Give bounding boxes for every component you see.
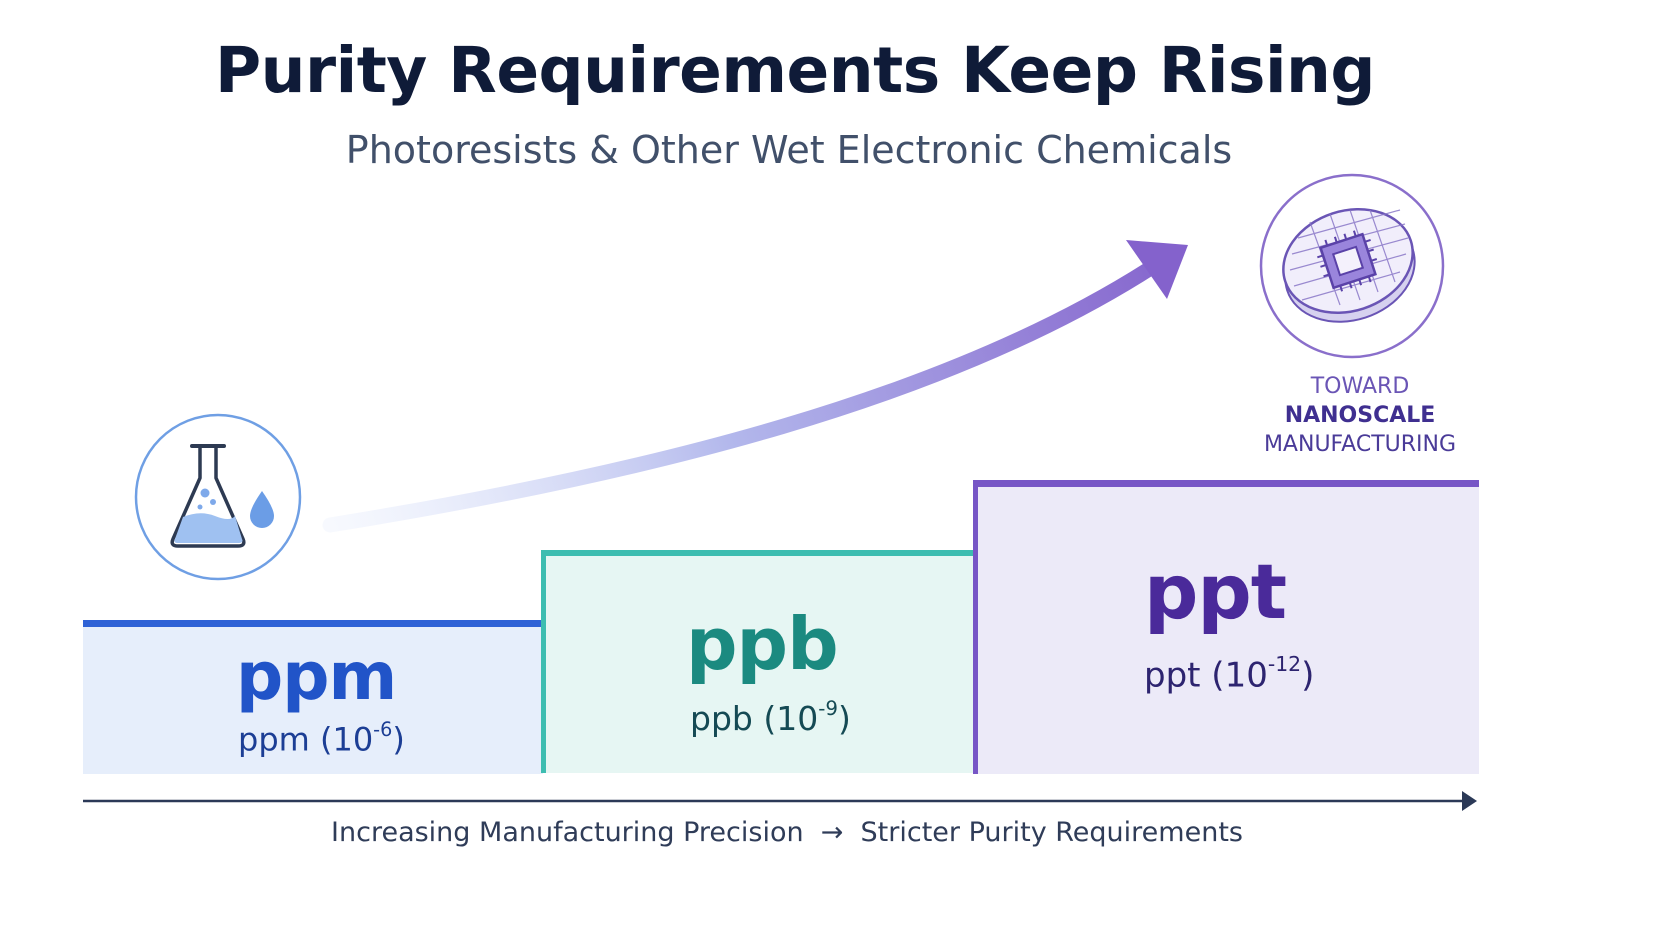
rising-trend-arrow-shaft [322,254,1168,533]
ppb-scale-label: ppb (10-9) [690,697,851,738]
page-subtitle: Photoresists & Other Wet Electronic Chem… [345,128,1233,172]
page-title: Purity Requirements Keep Rising [215,34,1376,107]
ppt-scale-label: ppt (10-12) [1144,652,1315,696]
ppt-heading: ppt [1144,547,1287,636]
ppm-scale-label: ppm (10-6) [238,718,405,759]
purity-step-ppb [541,550,980,773]
rising-trend-arrowhead [1126,240,1188,299]
precision-axis-arrowhead [1462,791,1477,811]
ppb-heading: ppb [686,602,839,686]
ppm-heading: ppm [236,638,397,715]
caption-line-2: NANOSCALE [1284,403,1436,428]
axis-caption: Increasing Manufacturing Precision → Str… [331,817,1243,848]
purity-step-ppm [83,620,543,774]
caption-line-1: TOWARD [1310,374,1410,399]
caption-line-3: MANUFACTURING [1263,432,1457,457]
purity-step-ppt [973,480,1479,774]
nanoscale-caption: TOWARD NANOSCALE MANUFACTURING [1240,372,1480,459]
